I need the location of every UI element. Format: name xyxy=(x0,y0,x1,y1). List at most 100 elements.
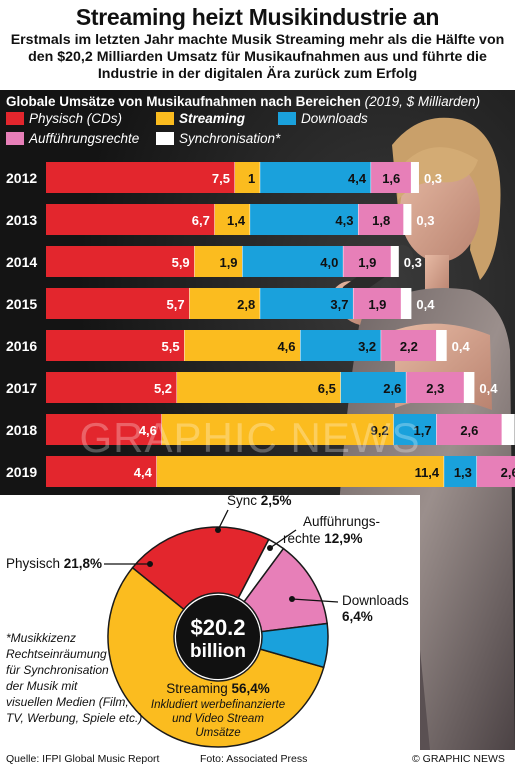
value-label-streaming-2014: 1,9 xyxy=(219,255,237,270)
value-label-synchronisation-2016: 0,4 xyxy=(452,339,471,354)
value-label-downloads-2018: 1,7 xyxy=(414,423,432,438)
pie-slice-streaming xyxy=(107,566,325,748)
value-label-physisch-cds-2018: 4,6 xyxy=(139,423,157,438)
bar-streaming-2017 xyxy=(177,372,341,403)
bar-auffuehrungsrechte-2012 xyxy=(371,162,412,193)
bar-physisch-cds-2018 xyxy=(46,414,162,445)
footnote-line-6: TV, Werbung, Spiele etc.) xyxy=(6,711,142,725)
value-label-streaming-2012: 1 xyxy=(248,171,255,186)
legend-item-auffuehrungsrechte: Aufführungsrechte xyxy=(6,131,139,146)
value-label-downloads-2016: 3,2 xyxy=(358,339,376,354)
header: Streaming heizt Musikindustrie an Erstma… xyxy=(0,0,515,90)
bar-downloads-2015 xyxy=(260,288,354,319)
bar-auffuehrungsrechte-2017 xyxy=(406,372,465,403)
value-label-downloads-2014: 4,0 xyxy=(320,255,338,270)
bar-physisch-cds-2016 xyxy=(46,330,185,361)
legend-item-downloads: Downloads xyxy=(278,111,368,126)
legend-label-streaming: Streaming xyxy=(179,111,246,126)
donut-center-amount: $20.2 xyxy=(190,615,245,640)
value-label-downloads-2017: 2,6 xyxy=(383,381,401,396)
value-label-auffuehrungsrechte-2019: 2,6 xyxy=(501,465,515,480)
photo-credit: Foto: Associated Press xyxy=(200,753,308,765)
year-label-2017: 2017 xyxy=(6,380,37,396)
bar-auffuehrungsrechte-2015 xyxy=(353,288,402,319)
footnote: *Musikkizenz Rechtseinräumung für Synchron… xyxy=(6,631,142,725)
value-label-synchronisation-2012: 0,3 xyxy=(424,171,442,186)
bar-downloads-2017 xyxy=(340,372,407,403)
bar-physisch-cds-2013 xyxy=(46,204,215,235)
leader-downloads xyxy=(291,598,339,603)
pie-note-streaming-line2: und Video Stream xyxy=(172,713,264,725)
value-label-streaming-2019: 11,4 xyxy=(415,465,440,480)
legend-swatch-auffuehrungsrechte xyxy=(6,132,24,145)
bar-streaming-2018 xyxy=(161,414,394,445)
leader-sync xyxy=(217,509,229,531)
value-label-synchronisation-2014: 0,3 xyxy=(404,255,422,270)
footnote-line-5: visuellen Medien (Film, xyxy=(6,695,129,709)
value-label-downloads-2015: 3,7 xyxy=(330,297,348,312)
source-credit: Quelle: IFPI Global Music Report xyxy=(6,753,160,765)
legend-label-physisch: Physisch (CDs) xyxy=(29,111,123,126)
value-label-physisch-cds-2019: 4,4 xyxy=(134,465,153,480)
value-label-streaming-2018: 9,2 xyxy=(371,423,389,438)
bar-physisch-cds-2019 xyxy=(46,456,157,487)
pie-slice-physisch xyxy=(131,526,270,611)
value-label-streaming-2016: 4,6 xyxy=(277,339,295,354)
leader-dot-physisch xyxy=(147,561,153,567)
bar-auffuehrungsrechte-2013 xyxy=(358,204,404,235)
value-label-downloads-2019: 1,3 xyxy=(454,465,472,480)
legend-item-physisch: Physisch (CDs) xyxy=(6,111,122,126)
footnote-line-2: Rechtseinräumung xyxy=(6,647,107,661)
value-label-physisch-cds-2014: 5,9 xyxy=(172,255,190,270)
value-label-auffuehrungsrechte-2017: 2,3 xyxy=(426,381,444,396)
legend-swatch-streaming xyxy=(156,112,174,125)
value-label-synchronisation-2013: 0,3 xyxy=(416,213,434,228)
footnote-line-4: der Musik mit xyxy=(6,679,78,693)
chart-title-unit: (2019, $ Milliarden) xyxy=(364,94,481,109)
legend-swatch-synchronisation xyxy=(156,132,174,145)
year-label-2014: 2014 xyxy=(6,254,37,270)
leader-dot-downloads xyxy=(289,596,295,602)
legend-swatch-downloads xyxy=(278,112,296,125)
bar-synchronisation-2018 xyxy=(502,414,515,445)
value-label-physisch-cds-2016: 5,5 xyxy=(162,339,180,354)
bar-auffuehrungsrechte-2014 xyxy=(343,246,392,277)
bar-physisch-cds-2017 xyxy=(46,372,178,403)
value-label-auffuehrungsrechte-2012: 1,6 xyxy=(382,171,400,186)
bar-synchronisation-2016 xyxy=(436,330,447,361)
value-label-physisch-cds-2017: 5,2 xyxy=(154,381,172,396)
value-label-physisch-cds-2012: 7,5 xyxy=(212,171,230,186)
bar-downloads-2014 xyxy=(242,246,344,277)
value-label-downloads-2013: 4,3 xyxy=(335,213,353,228)
chart-svg: 2012 7,5 1 4,4 1,6 0,3 2013 6,7 1,4 4,3 1,8 0,3 2014… xyxy=(0,162,515,750)
copyright: © GRAPHIC NEWS xyxy=(412,753,505,765)
chart-title-main: Globale Umsätze von Musikaufnahmen nach … xyxy=(6,94,361,109)
footnote-line-3: für Synchronisation xyxy=(6,663,109,677)
donut-center xyxy=(176,595,260,679)
pie-label-streaming: Streaming 56,4% xyxy=(166,681,270,696)
footnote-line-1: *Musikkizenz xyxy=(6,631,76,645)
value-label-streaming-2013: 1,4 xyxy=(227,213,246,228)
value-label-auffuehrungsrechte-2013: 1,8 xyxy=(372,213,390,228)
bar-streaming-2015 xyxy=(189,288,261,319)
pie-note-streaming-line1: Inkludiert werbefinanzierte xyxy=(151,699,285,711)
year-label-2012: 2012 xyxy=(6,170,37,186)
bar-physisch-cds-2015 xyxy=(46,288,190,319)
bar-streaming-2012 xyxy=(235,162,261,193)
value-label-streaming-2017: 6,5 xyxy=(318,381,336,396)
watermark-text: GRAPHIC NEWS xyxy=(79,414,420,461)
bar-physisch-cds-2014 xyxy=(46,246,195,277)
leader-auffuehrungsrechte xyxy=(269,529,297,549)
pie-label-physisch: Physisch 21,8% xyxy=(6,556,102,571)
leader-dot-sync xyxy=(215,527,221,533)
year-label-2019: 2019 xyxy=(6,464,37,480)
year-label-2013: 2013 xyxy=(6,212,37,228)
footer: Quelle: IFPI Global Music Report Foto: A… xyxy=(0,750,515,769)
stacked-bar-chart: 2012 7,5 1 4,4 1,6 0,3 2013 6,7 1,4 4,3 1,8 0,3 2014… xyxy=(6,162,515,487)
pie-label-downloads-pct: 6,4% xyxy=(342,609,373,624)
bar-downloads-2019 xyxy=(444,456,477,487)
legend-label-synchronisation: Synchronisation* xyxy=(179,131,281,146)
year-label-2015: 2015 xyxy=(6,296,37,312)
chart-panel: Globale Umsätze von Musikaufnahmen nach … xyxy=(0,90,515,750)
bar-streaming-2016 xyxy=(184,330,301,361)
